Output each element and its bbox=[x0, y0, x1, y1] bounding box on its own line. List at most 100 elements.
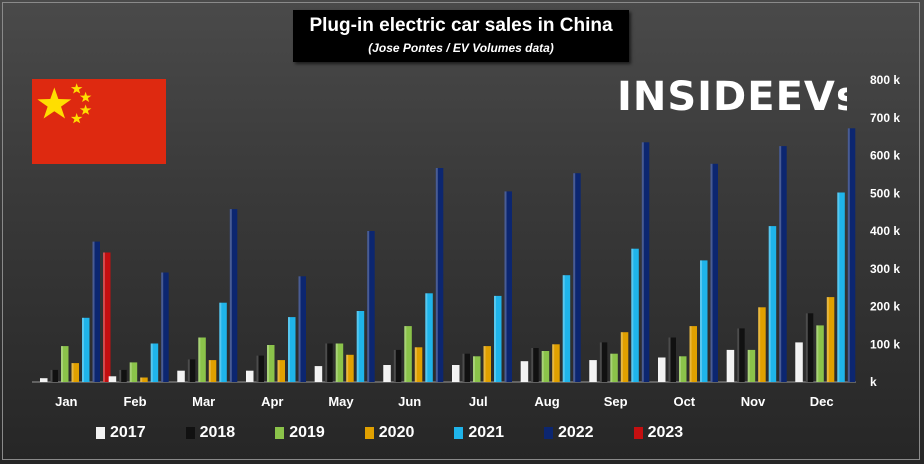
bar-highlight bbox=[641, 142, 644, 382]
bar-highlight bbox=[383, 365, 386, 382]
bar-2021-Mar bbox=[219, 302, 227, 382]
bar-2019-Mar bbox=[198, 337, 206, 382]
bar-highlight bbox=[425, 293, 428, 382]
bar-2021-Jan bbox=[82, 317, 90, 382]
bar-2022-Dec bbox=[847, 128, 856, 382]
bar-2020-Oct bbox=[689, 326, 697, 382]
bar-2021-Nov bbox=[768, 226, 777, 382]
legend-label: 2023 bbox=[647, 424, 684, 441]
bar-2022-Apr bbox=[298, 276, 306, 382]
bar-2017-Nov bbox=[726, 349, 735, 382]
legend-swatch bbox=[364, 427, 374, 439]
bar-2019-May bbox=[335, 343, 344, 382]
bar-highlight bbox=[700, 260, 702, 382]
bar-highlight bbox=[119, 369, 122, 382]
bar-highlight bbox=[208, 360, 211, 382]
bar-highlight bbox=[668, 337, 671, 382]
bar-highlight bbox=[504, 191, 507, 382]
bar-highlight bbox=[356, 311, 359, 382]
bar-2017-Mar bbox=[177, 370, 185, 382]
y-axis-ticks: k 100 k 200 k 300 k 400 k 500 k 600 k 700 k 800 … bbox=[870, 73, 900, 389]
y-tick-label: 400 k bbox=[870, 224, 900, 238]
y-tick-label: 500 k bbox=[870, 186, 900, 200]
bar-2018-Oct bbox=[668, 337, 676, 382]
bar-highlight bbox=[108, 376, 111, 382]
bar-highlight bbox=[689, 326, 692, 382]
bar-2022-Aug bbox=[573, 173, 581, 382]
bar-highlight bbox=[520, 361, 523, 382]
bar-highlight bbox=[187, 359, 190, 382]
bar-2018-Jan bbox=[50, 369, 58, 382]
x-tick-label: Mar bbox=[192, 394, 215, 409]
bar-highlight bbox=[229, 209, 232, 382]
bar-2017-Jun bbox=[383, 365, 391, 382]
bar-2021-Apr bbox=[288, 317, 296, 382]
x-tick-label: Sep bbox=[604, 394, 628, 409]
bar-highlight bbox=[816, 325, 819, 382]
bar-highlight bbox=[61, 346, 63, 382]
bar-highlight bbox=[288, 317, 290, 382]
bar-2018-Apr bbox=[256, 355, 264, 382]
bar-2019-Jul bbox=[473, 356, 481, 382]
bar-highlight bbox=[494, 295, 496, 382]
bar-2020-Nov bbox=[758, 307, 766, 382]
bar-highlight bbox=[847, 128, 850, 382]
bar-2017-Sep bbox=[589, 360, 597, 382]
legend-label: 2020 bbox=[378, 424, 415, 441]
x-tick-label: Aug bbox=[534, 394, 559, 409]
bar-highlight bbox=[758, 307, 761, 382]
x-tick-label: Oct bbox=[673, 394, 695, 409]
y-tick-label: 600 k bbox=[870, 149, 900, 163]
chart-title: Plug-in electric car sales in China bbox=[309, 15, 613, 36]
bar-highlight bbox=[805, 313, 808, 382]
bar-highlight bbox=[256, 355, 259, 382]
bar-highlight bbox=[737, 328, 740, 382]
bar-highlight bbox=[219, 302, 222, 382]
bar-2021-Jul bbox=[494, 295, 502, 382]
bar-highlight bbox=[473, 356, 475, 382]
bar-highlight bbox=[747, 349, 750, 382]
bar-highlight bbox=[599, 342, 602, 382]
bar-highlight bbox=[562, 275, 565, 382]
y-tick-label: 700 k bbox=[870, 111, 900, 125]
bar-2018-Jul bbox=[462, 353, 470, 382]
bar-2020-Dec bbox=[826, 297, 835, 382]
bar-highlight bbox=[541, 351, 544, 382]
bars bbox=[40, 128, 856, 383]
bar-2019-Apr bbox=[267, 345, 275, 382]
x-axis-labels: Jan Feb Mar Apr May Jun Jul Aug Sep Oct Nov Dec bbox=[55, 394, 834, 409]
legend-label: 2021 bbox=[468, 424, 504, 441]
x-tick-label: Dec bbox=[810, 394, 834, 409]
legend-label: 2018 bbox=[199, 424, 236, 441]
bar-2020-Apr bbox=[277, 360, 285, 382]
bar-highlight bbox=[610, 353, 613, 382]
legend-item-2018: 2018 bbox=[185, 424, 236, 442]
x-tick-label: Nov bbox=[741, 394, 766, 409]
legend-swatch bbox=[454, 427, 464, 439]
legend-swatch bbox=[543, 427, 553, 439]
bar-2021-Sep bbox=[631, 248, 639, 382]
legend-label: 2017 bbox=[110, 424, 146, 441]
bar-highlight bbox=[198, 337, 201, 382]
bar-highlight bbox=[404, 326, 407, 382]
bar-2019-Jan bbox=[61, 346, 69, 382]
chart-subtitle: (Jose Pontes / EV Volumes data) bbox=[368, 41, 554, 55]
bar-highlight bbox=[161, 272, 164, 382]
bar-highlight bbox=[795, 342, 798, 382]
legend: 2017 2018 2019 2020 2021 2022 2023 bbox=[96, 421, 856, 445]
bar-2018-Feb bbox=[119, 369, 127, 382]
bar-highlight bbox=[71, 363, 74, 382]
bar-highlight bbox=[140, 377, 143, 382]
bar-2022-May bbox=[367, 231, 375, 382]
bar-highlight bbox=[620, 332, 623, 382]
bar-highlight bbox=[631, 248, 634, 382]
bar-highlight bbox=[589, 360, 592, 382]
bar-2021-May bbox=[356, 311, 365, 382]
bar-2017-Dec bbox=[795, 342, 803, 382]
bar-2019-Feb bbox=[129, 362, 138, 382]
bar-2020-Jul bbox=[483, 346, 491, 382]
title-box: Plug-in electric car sales in China (Jos… bbox=[293, 10, 629, 62]
bar-highlight bbox=[658, 357, 660, 382]
legend-label: 2019 bbox=[289, 424, 325, 441]
bar-2021-Jun bbox=[425, 293, 433, 382]
